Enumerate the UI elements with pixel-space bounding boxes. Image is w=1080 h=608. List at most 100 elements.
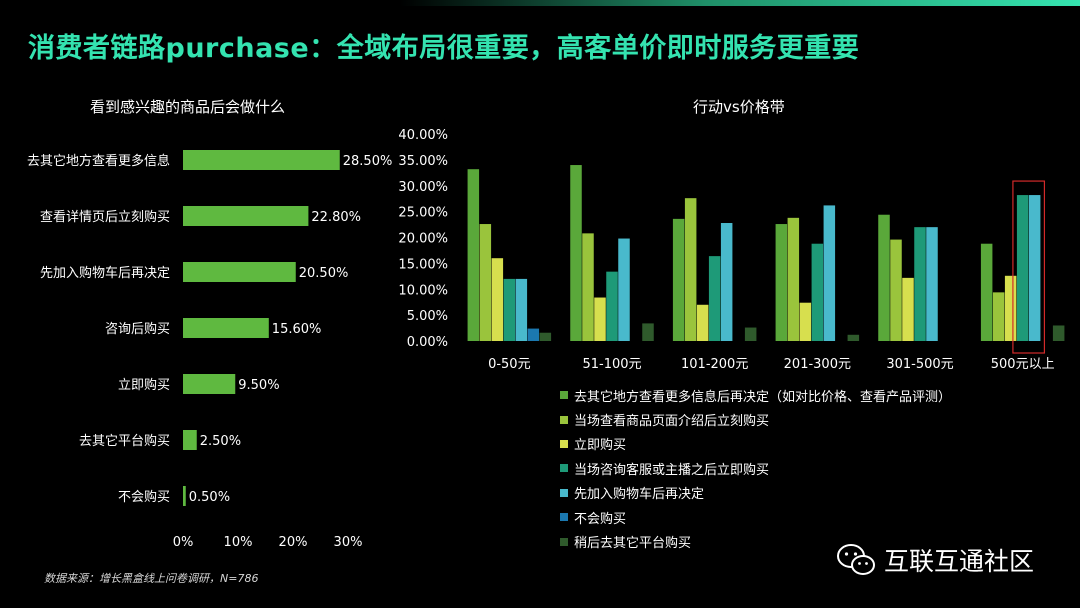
left-bar-value-label: 22.80% bbox=[311, 210, 361, 225]
right-bar bbox=[787, 217, 800, 341]
left-category-label: 不会购买 bbox=[118, 489, 170, 505]
right-bar bbox=[618, 238, 630, 341]
legend-swatch bbox=[560, 464, 568, 473]
left-bar-value-label: 15.60% bbox=[272, 322, 322, 337]
right-bar-chart: 0.00% 5.00% 10.00% 15.00% 20.00% 25.00% 30.00%… bbox=[398, 128, 1065, 372]
legend-item: 当场查看商品页面介绍后立刻购买 bbox=[560, 407, 951, 431]
right-y-tick-label: 20.00% bbox=[398, 232, 448, 247]
right-bar bbox=[606, 271, 618, 341]
left-category-label: 去其它地方查看更多信息 bbox=[27, 153, 170, 169]
right-bar bbox=[980, 243, 993, 341]
watermark-text: 互联互通社区 bbox=[884, 547, 1035, 576]
left-category-label: 立即购买 bbox=[118, 377, 170, 393]
right-bar bbox=[1052, 325, 1065, 341]
right-bar bbox=[847, 334, 860, 341]
left-category-label: 查看详情页后立刻购买 bbox=[40, 209, 170, 225]
right-bar bbox=[527, 328, 540, 341]
left-bar bbox=[183, 150, 340, 170]
left-bar bbox=[183, 206, 309, 226]
right-bar bbox=[539, 332, 552, 341]
left-bar-chart: 去其它地方查看更多信息 28.50% 查看详情页后立刻购买 22.80% 先加入购物车后… bbox=[27, 150, 393, 550]
right-bar bbox=[992, 292, 1005, 341]
left-bar-value-label: 20.50% bbox=[299, 266, 349, 281]
right-bar bbox=[515, 278, 528, 341]
right-bar bbox=[570, 165, 582, 341]
right-y-tick-label: 25.00% bbox=[398, 206, 448, 221]
right-bar bbox=[1028, 195, 1041, 341]
legend-item: 去其它地方查看更多信息后再决定（如对比价格、查看产品评测） bbox=[560, 383, 951, 407]
left-bar-value-label: 9.50% bbox=[238, 378, 279, 393]
legend-label: 不会购买 bbox=[574, 511, 627, 527]
right-x-tick-label: 0-50元 bbox=[488, 357, 531, 372]
left-bar bbox=[183, 486, 186, 506]
legend-item: 先加入购物车后再决定 bbox=[560, 481, 951, 505]
top-accent-line bbox=[400, 0, 1080, 6]
right-bar bbox=[720, 223, 733, 341]
right-bar bbox=[708, 256, 721, 341]
wechat-icon bbox=[837, 544, 875, 575]
legend-label: 去其它地方查看更多信息后再决定（如对比价格、查看产品评测） bbox=[574, 389, 952, 405]
right-bar bbox=[503, 278, 516, 341]
legend-swatch bbox=[560, 439, 568, 448]
right-y-tick-label: 10.00% bbox=[398, 283, 448, 298]
right-chart-title: 行动vs价格带 bbox=[693, 98, 785, 116]
right-y-tick-label: 0.00% bbox=[407, 335, 448, 350]
right-bar bbox=[914, 227, 926, 341]
left-bar bbox=[183, 318, 269, 338]
right-y-tick-label: 35.00% bbox=[398, 154, 448, 169]
legend-item: 当场咨询客服或主播之后立即购买 bbox=[560, 456, 951, 480]
left-bar-value-label: 0.50% bbox=[189, 490, 230, 505]
right-chart-legend: 去其它地方查看更多信息后再决定（如对比价格、查看产品评测） 当场查看商品页面介绍后… bbox=[560, 383, 951, 554]
left-x-tick-label: 10% bbox=[224, 535, 253, 550]
legend-swatch bbox=[560, 415, 568, 424]
left-x-tick-label: 0% bbox=[173, 535, 194, 550]
right-bar bbox=[902, 277, 914, 341]
right-x-tick-label: 101-200元 bbox=[681, 357, 748, 372]
right-y-tick-label: 5.00% bbox=[407, 309, 448, 324]
legend-label: 当场查看商品页面介绍后立刻购买 bbox=[574, 414, 770, 430]
right-bar bbox=[491, 258, 504, 341]
legend-swatch bbox=[560, 488, 568, 497]
right-bar bbox=[672, 218, 685, 341]
right-x-tick-label: 201-300元 bbox=[784, 357, 851, 372]
right-bar bbox=[479, 224, 492, 341]
right-bar bbox=[926, 227, 938, 341]
legend-label: 稍后去其它平台购买 bbox=[574, 536, 692, 552]
legend-swatch bbox=[560, 513, 568, 522]
right-bar bbox=[878, 214, 890, 341]
right-y-tick-label: 40.00% bbox=[398, 128, 448, 143]
legend-label: 当场咨询客服或主播之后立即购买 bbox=[574, 462, 770, 478]
right-bar bbox=[642, 323, 654, 341]
right-x-tick-label: 51-100元 bbox=[582, 357, 641, 372]
right-bar bbox=[890, 239, 902, 341]
legend-label: 立即购买 bbox=[574, 438, 627, 454]
right-x-tick-label: 301-500元 bbox=[886, 357, 953, 372]
left-chart-title: 看到感兴趣的商品后会做什么 bbox=[90, 98, 286, 116]
left-bar bbox=[183, 430, 197, 450]
legend-swatch bbox=[560, 391, 568, 400]
data-source-note: 数据来源：增长黑盒线上问卷调研，N=786 bbox=[44, 572, 259, 585]
watermark: 互联互通社区 bbox=[836, 540, 1034, 580]
left-bar-value-label: 28.50% bbox=[343, 154, 393, 169]
page-title: 消费者链路purchase：全域布局很重要，高客单价即时服务更重要 bbox=[28, 33, 860, 64]
legend-item: 稍后去其它平台购买 bbox=[560, 529, 951, 553]
legend-swatch bbox=[560, 537, 568, 546]
left-category-label: 先加入购物车后再决定 bbox=[40, 265, 170, 281]
right-bar bbox=[811, 243, 824, 341]
right-x-tick-label: 500元以上 bbox=[991, 357, 1055, 372]
right-y-tick-label: 15.00% bbox=[398, 257, 448, 272]
right-bar bbox=[582, 233, 594, 341]
right-bar bbox=[775, 224, 788, 341]
right-y-tick-label: 30.00% bbox=[398, 180, 448, 195]
left-bar-value-label: 2.50% bbox=[200, 434, 241, 449]
right-bar bbox=[744, 327, 757, 341]
left-category-label: 咨询后购买 bbox=[105, 321, 170, 337]
right-bar bbox=[1016, 195, 1029, 341]
right-bar bbox=[823, 205, 836, 341]
right-bar bbox=[684, 198, 697, 341]
legend-label: 先加入购物车后再决定 bbox=[574, 487, 705, 503]
left-bar bbox=[183, 262, 296, 282]
legend-item: 立即购买 bbox=[560, 432, 951, 456]
right-bar bbox=[696, 304, 709, 341]
legend-item: 不会购买 bbox=[560, 505, 951, 529]
